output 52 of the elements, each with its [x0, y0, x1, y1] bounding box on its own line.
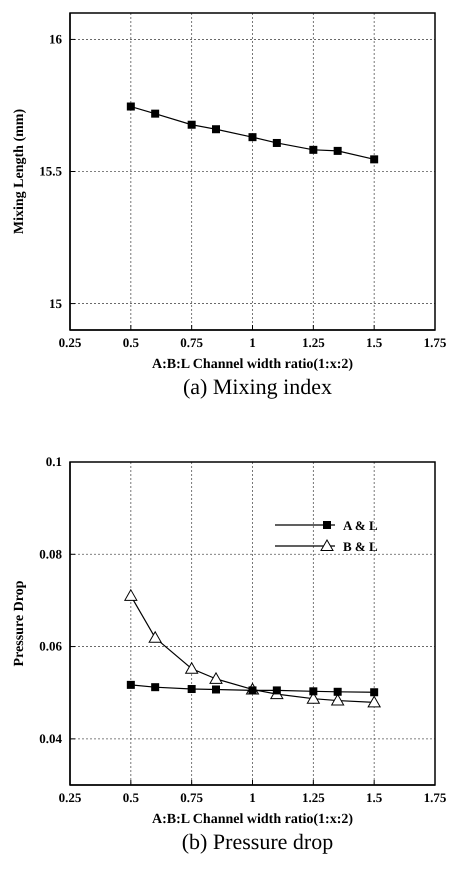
point — [248, 133, 256, 142]
point — [185, 662, 198, 674]
y-tick-label: 0.06 — [39, 638, 62, 654]
x-tick-label: 1.25 — [302, 790, 326, 806]
legend-label: B & L — [343, 539, 378, 554]
point — [126, 102, 135, 111]
y-axis-title: Pressure Drop — [12, 580, 27, 666]
point — [370, 688, 378, 696]
x-tick-label: 0.75 — [180, 790, 204, 806]
point — [212, 685, 220, 694]
point — [210, 672, 222, 684]
x-tick-label: 0.75 — [180, 335, 204, 350]
point — [124, 589, 138, 601]
y-tick-label: 0.08 — [39, 546, 62, 562]
point — [309, 146, 318, 154]
point — [188, 120, 196, 129]
x-tick-label: 1 — [249, 790, 256, 806]
point — [370, 155, 378, 164]
point — [148, 631, 162, 643]
y-tick-label: 15.5 — [39, 164, 62, 179]
text: (b) Pressure drop — [182, 829, 334, 854]
y-tick-label: 15 — [49, 296, 62, 311]
y-tick-label: 0.1 — [46, 454, 62, 470]
point — [368, 696, 381, 708]
point — [212, 125, 220, 134]
x-axis-title: A:B:L Channel width ratio(1:x:2) — [152, 357, 354, 372]
x-tick-label: 1.75 — [424, 335, 447, 350]
point — [334, 146, 342, 155]
x-tick-label: 0.5 — [122, 790, 140, 806]
x-tick-label: 1 — [249, 335, 256, 350]
text: (a) Mixing index — [182, 374, 332, 399]
x-tick-label: 1.75 — [424, 790, 447, 806]
y-tick-label: 16 — [49, 32, 62, 47]
x-axis-title: A:B:L Channel width ratio(1:x:2) — [152, 812, 354, 827]
point — [272, 138, 281, 147]
y-axis-title: Mixing Length (mm) — [12, 108, 27, 234]
x-tick-label: 1.5 — [366, 335, 383, 350]
x-tick-label: 1.5 — [366, 790, 383, 806]
x-tick-label: 1.25 — [302, 335, 326, 350]
x-tick-label: 0.25 — [58, 790, 82, 806]
point — [126, 680, 135, 689]
point — [331, 694, 344, 706]
x-tick-label: 0.25 — [58, 335, 82, 350]
x-tick-label: 0.5 — [122, 335, 140, 350]
legend-label: A & L — [343, 518, 378, 533]
point — [272, 686, 281, 694]
point — [188, 685, 196, 694]
point — [309, 687, 318, 696]
point — [334, 688, 342, 696]
point — [151, 683, 160, 692]
y-tick-label: 0.04 — [39, 731, 62, 746]
point — [151, 110, 160, 118]
